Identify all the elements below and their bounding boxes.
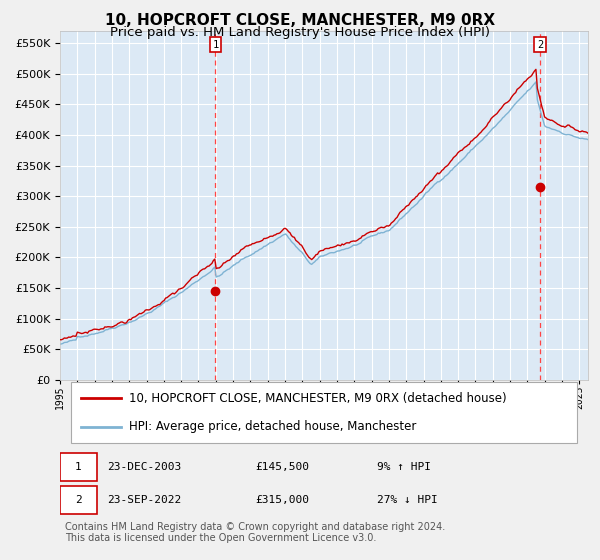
Text: 10, HOPCROFT CLOSE, MANCHESTER, M9 0RX (detached house): 10, HOPCROFT CLOSE, MANCHESTER, M9 0RX (…	[128, 391, 506, 405]
Text: 2: 2	[537, 40, 543, 49]
Text: £145,500: £145,500	[256, 462, 310, 472]
Text: Contains HM Land Registry data © Crown copyright and database right 2024.
This d: Contains HM Land Registry data © Crown c…	[65, 522, 446, 543]
Text: 10, HOPCROFT CLOSE, MANCHESTER, M9 0RX: 10, HOPCROFT CLOSE, MANCHESTER, M9 0RX	[105, 13, 495, 28]
Text: 27% ↓ HPI: 27% ↓ HPI	[377, 495, 437, 505]
Text: HPI: Average price, detached house, Manchester: HPI: Average price, detached house, Manc…	[128, 421, 416, 433]
Text: 1: 1	[75, 462, 82, 472]
FancyBboxPatch shape	[60, 453, 97, 481]
FancyBboxPatch shape	[71, 382, 577, 443]
Text: 1: 1	[212, 40, 218, 49]
FancyBboxPatch shape	[60, 486, 97, 514]
Text: 23-DEC-2003: 23-DEC-2003	[107, 462, 182, 472]
Text: 23-SEP-2022: 23-SEP-2022	[107, 495, 182, 505]
Text: 9% ↑ HPI: 9% ↑ HPI	[377, 462, 431, 472]
Text: £315,000: £315,000	[256, 495, 310, 505]
Text: Price paid vs. HM Land Registry's House Price Index (HPI): Price paid vs. HM Land Registry's House …	[110, 26, 490, 39]
Text: 2: 2	[75, 495, 82, 505]
